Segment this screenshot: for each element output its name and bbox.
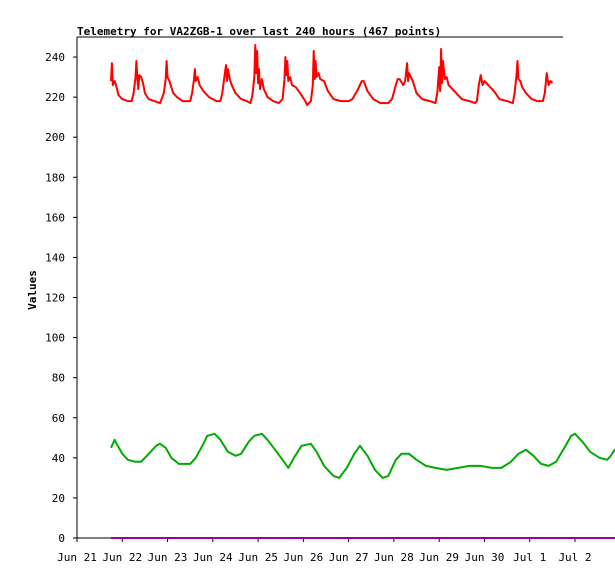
x-tick-label: Jun 25 <box>238 551 278 564</box>
y-tick-label: 240 <box>45 51 65 64</box>
chart-title: Telemetry for VA2ZGB-1 over last 240 hou… <box>77 25 441 38</box>
y-tick-label: 20 <box>52 492 65 505</box>
y-tick-label: 140 <box>45 251 65 264</box>
x-tick-label: Jun 29 <box>419 551 459 564</box>
x-tick-label: Jun 30 <box>465 551 505 564</box>
y-tick-label: 60 <box>52 412 65 425</box>
y-tick-label: 220 <box>45 91 65 104</box>
y-tick-label: 180 <box>45 171 65 184</box>
x-tick-label: Jun 23 <box>148 551 188 564</box>
axes: 0 20 40 60 80 100 120 140 160 180 200 220 240 Jun 21 J… <box>45 37 592 564</box>
x-tick-label: Jun 24 <box>193 551 233 564</box>
y-tick-label: 160 <box>45 211 65 224</box>
y-tick-label: 0 <box>58 532 65 545</box>
x-tick-label: Jun 21 <box>57 551 97 564</box>
x-tick-label: Jun 22 <box>102 551 142 564</box>
y-axis-label-group: Values <box>26 270 39 310</box>
y-tick-label: 80 <box>52 372 65 385</box>
y-tick-label: 100 <box>45 332 65 345</box>
y-axis-label: Values <box>26 270 39 310</box>
x-tick-label: Jun 26 <box>283 551 323 564</box>
x-tick-label: Jul 2 <box>558 551 591 564</box>
series-line-1 <box>110 44 554 107</box>
y-tick-label: 200 <box>45 131 65 144</box>
x-tick-label: Jun 28 <box>374 551 414 564</box>
x-tick-label: Jun 27 <box>329 551 369 564</box>
x-tick-label: Jul 1 <box>513 551 546 564</box>
y-tick-label: 40 <box>52 452 65 465</box>
series-layer <box>110 44 615 539</box>
y-tick-label: 120 <box>45 292 65 305</box>
series-line-2 <box>110 432 615 479</box>
